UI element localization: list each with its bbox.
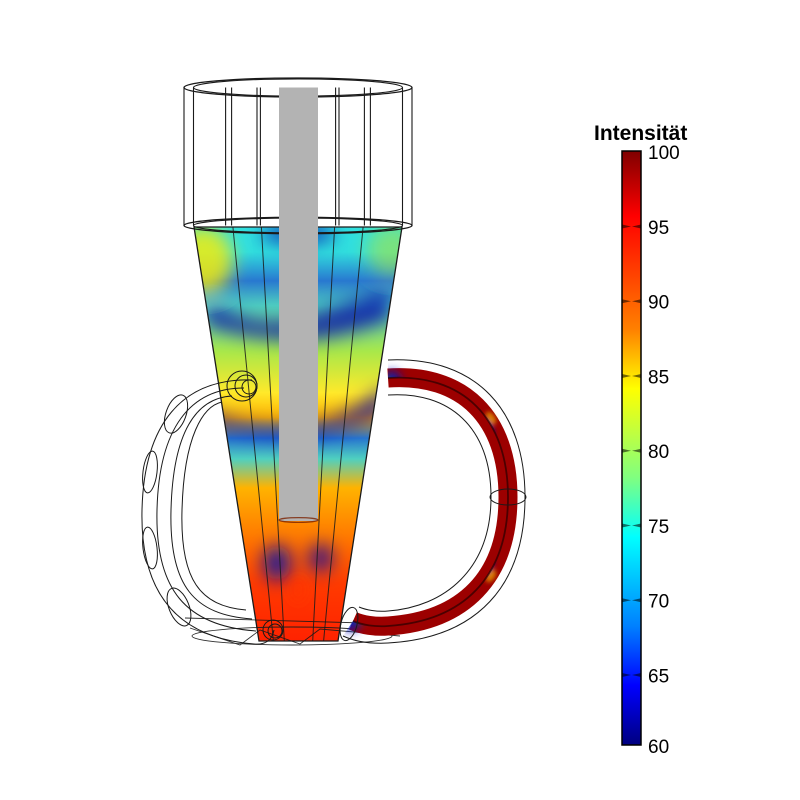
svg-text:70: 70 <box>648 592 669 613</box>
svg-text:60: 60 <box>648 737 669 758</box>
svg-text:65: 65 <box>648 666 669 687</box>
svg-text:80: 80 <box>648 442 669 463</box>
svg-text:95: 95 <box>648 218 669 239</box>
svg-text:100: 100 <box>648 143 680 164</box>
svg-text:75: 75 <box>648 517 669 538</box>
svg-text:90: 90 <box>648 293 669 314</box>
svg-text:Intensität: Intensität <box>594 122 687 145</box>
svg-text:85: 85 <box>648 367 669 388</box>
